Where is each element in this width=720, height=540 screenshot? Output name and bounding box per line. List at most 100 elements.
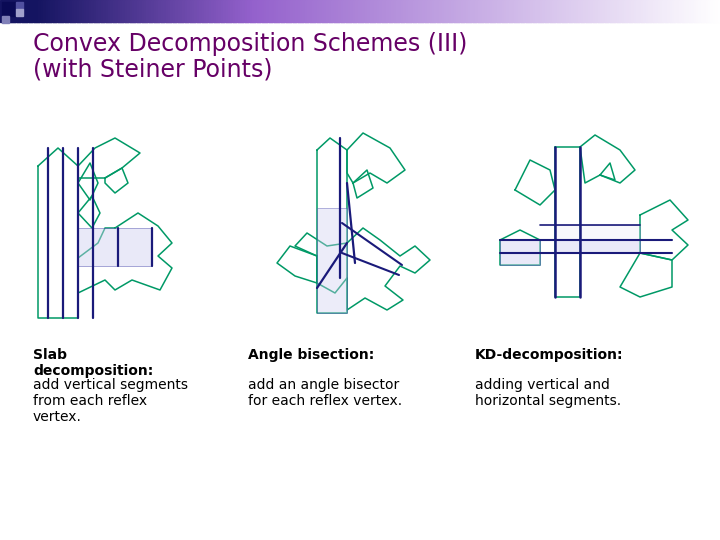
Bar (310, 0, 313, 22)
Bar (432, 0, 436, 22)
Bar (84, 0, 87, 22)
Bar (463, 0, 467, 22)
Bar (307, 0, 310, 22)
Bar (254, 0, 258, 22)
Bar (302, 0, 306, 22)
Bar (351, 0, 354, 22)
Bar (127, 0, 130, 22)
Bar (117, 0, 121, 22)
Bar (146, 0, 150, 22)
Bar (48, 0, 51, 22)
Text: Convex Decomposition Schemes (III): Convex Decomposition Schemes (III) (33, 32, 467, 56)
Bar (187, 0, 191, 22)
Bar (343, 0, 346, 22)
Bar (574, 0, 577, 22)
Bar (233, 0, 236, 22)
Bar (698, 0, 702, 22)
Bar (492, 0, 495, 22)
Bar (158, 0, 162, 22)
Bar (50, 0, 54, 22)
Bar (271, 0, 274, 22)
Bar (614, 0, 618, 22)
Bar (91, 0, 94, 22)
Bar (718, 0, 720, 22)
Polygon shape (317, 208, 347, 313)
Bar (225, 0, 229, 22)
Bar (600, 0, 603, 22)
Bar (405, 0, 409, 22)
Bar (326, 0, 330, 22)
Bar (490, 0, 493, 22)
Bar (2, 16, 9, 23)
Bar (603, 0, 606, 22)
Bar (504, 0, 508, 22)
Bar (382, 0, 385, 22)
Bar (65, 0, 68, 22)
Bar (293, 0, 296, 22)
Bar (223, 0, 227, 22)
Bar (581, 0, 584, 22)
Bar (703, 0, 706, 22)
Bar (16, 9, 23, 16)
Bar (24, 0, 27, 22)
Bar (7, 0, 11, 22)
Bar (675, 0, 678, 22)
Bar (708, 0, 711, 22)
Bar (279, 0, 282, 22)
Bar (16, 2, 23, 9)
Bar (283, 0, 287, 22)
Text: add an angle bisector
for each reflex vertex.: add an angle bisector for each reflex ve… (248, 362, 402, 408)
Bar (564, 0, 567, 22)
Bar (706, 0, 709, 22)
Bar (701, 0, 704, 22)
Bar (408, 0, 411, 22)
Bar (34, 0, 37, 22)
Bar (130, 0, 133, 22)
Bar (583, 0, 587, 22)
Bar (427, 0, 431, 22)
Bar (665, 0, 668, 22)
Bar (290, 0, 294, 22)
Bar (578, 0, 582, 22)
Bar (149, 0, 152, 22)
Bar (5, 0, 8, 22)
Bar (295, 0, 299, 22)
Bar (348, 0, 351, 22)
Bar (221, 0, 224, 22)
Bar (171, 0, 174, 22)
Bar (43, 0, 47, 22)
Bar (197, 0, 200, 22)
Bar (166, 0, 169, 22)
Bar (266, 0, 270, 22)
Bar (259, 0, 263, 22)
Bar (74, 0, 78, 22)
Bar (693, 0, 697, 22)
Bar (142, 0, 145, 22)
Bar (329, 0, 332, 22)
Text: Angle bisection:: Angle bisection: (248, 348, 374, 362)
Bar (533, 0, 536, 22)
Bar (63, 0, 66, 22)
Bar (425, 0, 428, 22)
Bar (103, 0, 107, 22)
Bar (41, 0, 44, 22)
Bar (331, 0, 335, 22)
Bar (418, 0, 421, 22)
Bar (451, 0, 454, 22)
Bar (509, 0, 512, 22)
Bar (475, 0, 479, 22)
Bar (22, 0, 25, 22)
Bar (410, 0, 414, 22)
Bar (595, 0, 598, 22)
Bar (542, 0, 546, 22)
Bar (286, 0, 289, 22)
Bar (689, 0, 692, 22)
Bar (312, 0, 315, 22)
Bar (379, 0, 382, 22)
Bar (211, 0, 215, 22)
Bar (454, 0, 457, 22)
Bar (202, 0, 205, 22)
Bar (636, 0, 639, 22)
Bar (562, 0, 565, 22)
Bar (341, 0, 344, 22)
